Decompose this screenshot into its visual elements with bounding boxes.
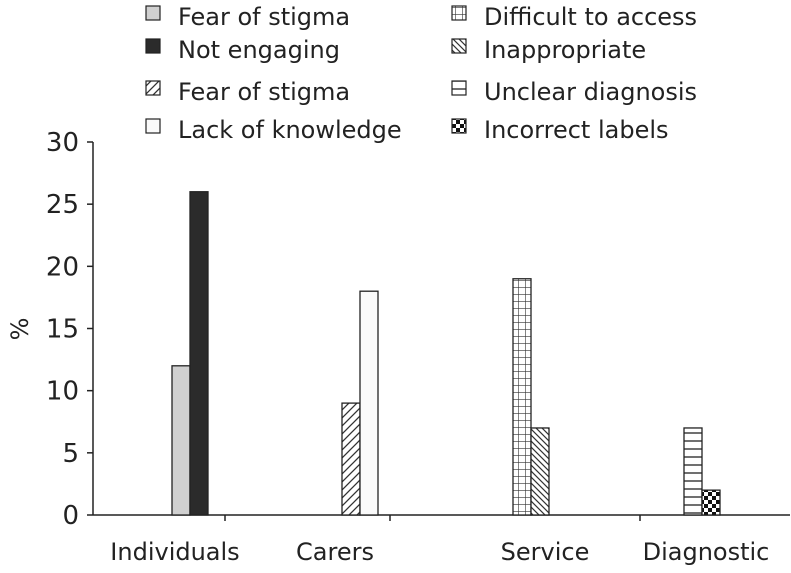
y-tick-label: 20 [46, 252, 79, 282]
legend-label: Difficult to access [484, 3, 697, 31]
y-tick-label: 5 [62, 439, 79, 469]
legend: Fear of stigma Not engaging Fear of stigma… [145, 3, 697, 144]
y-tick-label: 30 [46, 128, 79, 158]
bar-diagnostic-unclear-diagnosis [683, 427, 703, 516]
bars [171, 191, 721, 516]
legend-label: Inappropriate [484, 36, 646, 64]
x-tick-label: Service [501, 538, 590, 566]
bar-service-inappropriate [530, 427, 550, 516]
x-axis-labels: Individuals Carers Service Diagnostic [110, 538, 769, 566]
legend-swatch [145, 118, 161, 134]
bar-diagnostic-incorrect-labels [701, 489, 721, 516]
x-tick-label: Diagnostic [643, 538, 770, 566]
legend-label: Lack of knowledge [178, 116, 402, 144]
legend-swatch [145, 38, 161, 54]
legend-label: Incorrect labels [484, 116, 669, 144]
bar-individuals-fear-of-stigma [171, 365, 191, 516]
x-tick-label: Individuals [110, 538, 239, 566]
bar-individuals-not-engaging [189, 191, 209, 516]
legend-label: Not engaging [178, 36, 340, 64]
legend-label: Fear of stigma [178, 3, 350, 31]
legend-label: Fear of stigma [178, 78, 350, 106]
legend-swatch [451, 80, 467, 96]
y-tick-label: 25 [46, 190, 79, 220]
y-tick-label: 0 [62, 501, 79, 531]
legend-swatch [145, 5, 161, 21]
axes: 0 5 10 15 20 25 30% [6, 128, 790, 531]
legend-swatch [451, 5, 467, 21]
x-tick-label: Carers [296, 538, 374, 566]
bar-carers-lack-of-knowledge [359, 290, 379, 516]
legend-swatch [451, 118, 467, 134]
bar-carers-fear-of-stigma [341, 402, 361, 516]
y-tick-label: 15 [46, 315, 79, 345]
legend-swatch [145, 80, 161, 96]
y-tick-label: 10 [46, 377, 79, 407]
legend-label: Unclear diagnosis [484, 78, 697, 106]
legend-swatch [451, 38, 467, 54]
y-axis-title: % [6, 318, 34, 341]
bar-service-difficult-to-access [512, 278, 532, 516]
